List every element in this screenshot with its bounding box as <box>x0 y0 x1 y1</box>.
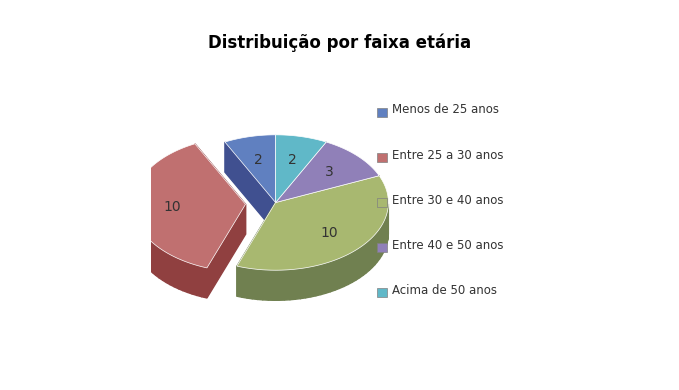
Polygon shape <box>359 245 363 278</box>
Polygon shape <box>276 142 379 202</box>
Polygon shape <box>274 270 279 300</box>
Polygon shape <box>276 176 379 232</box>
Polygon shape <box>300 268 306 299</box>
Bar <box>377 108 386 117</box>
Polygon shape <box>363 243 366 275</box>
Polygon shape <box>155 245 159 278</box>
Polygon shape <box>372 235 375 268</box>
Polygon shape <box>225 135 276 202</box>
Polygon shape <box>382 223 383 256</box>
Polygon shape <box>187 262 192 294</box>
Polygon shape <box>279 270 285 300</box>
Polygon shape <box>387 210 388 244</box>
Text: Entre 25 a 30 anos: Entre 25 a 30 anos <box>392 149 504 161</box>
Polygon shape <box>268 270 274 300</box>
Polygon shape <box>175 257 179 289</box>
Polygon shape <box>366 240 369 273</box>
Polygon shape <box>134 216 136 250</box>
Text: Distribuição por faixa etária: Distribuição por faixa etária <box>208 33 471 52</box>
Text: Menos de 25 anos: Menos de 25 anos <box>392 103 499 116</box>
Polygon shape <box>263 270 268 300</box>
Polygon shape <box>225 142 276 232</box>
Bar <box>377 243 386 252</box>
Text: 10: 10 <box>320 226 337 240</box>
Polygon shape <box>139 225 140 259</box>
Polygon shape <box>276 176 379 232</box>
Polygon shape <box>383 220 385 253</box>
Polygon shape <box>132 144 246 268</box>
Polygon shape <box>380 226 382 259</box>
Text: 3: 3 <box>325 165 333 179</box>
Polygon shape <box>316 264 320 296</box>
Polygon shape <box>147 237 150 270</box>
Text: 2: 2 <box>288 153 297 167</box>
Polygon shape <box>276 142 326 232</box>
Polygon shape <box>340 257 344 289</box>
Polygon shape <box>310 266 316 297</box>
Bar <box>377 198 386 207</box>
Polygon shape <box>375 232 378 265</box>
Polygon shape <box>352 250 356 282</box>
Polygon shape <box>195 144 246 234</box>
Text: 10: 10 <box>164 200 181 214</box>
Text: Entre 30 e 40 anos: Entre 30 e 40 anos <box>392 194 504 207</box>
Bar <box>377 153 386 162</box>
Polygon shape <box>295 269 300 299</box>
Polygon shape <box>344 255 348 287</box>
Polygon shape <box>325 262 330 293</box>
Text: 2: 2 <box>254 153 263 167</box>
Polygon shape <box>320 263 325 295</box>
Polygon shape <box>369 238 372 270</box>
Polygon shape <box>137 222 139 255</box>
Polygon shape <box>183 261 187 292</box>
Polygon shape <box>356 248 359 280</box>
Polygon shape <box>242 267 247 298</box>
Polygon shape <box>247 268 253 299</box>
Polygon shape <box>348 252 352 285</box>
Polygon shape <box>276 135 326 202</box>
Polygon shape <box>378 229 380 262</box>
Polygon shape <box>136 219 137 253</box>
Polygon shape <box>170 255 175 287</box>
Polygon shape <box>192 264 197 296</box>
Polygon shape <box>202 267 207 298</box>
Polygon shape <box>197 266 202 297</box>
Polygon shape <box>258 269 263 300</box>
Polygon shape <box>179 259 183 291</box>
Polygon shape <box>150 240 153 273</box>
Polygon shape <box>159 248 163 280</box>
Polygon shape <box>153 243 155 275</box>
Polygon shape <box>163 250 166 283</box>
Polygon shape <box>140 229 142 262</box>
Polygon shape <box>145 234 147 268</box>
Polygon shape <box>253 269 258 300</box>
Polygon shape <box>237 202 276 296</box>
Polygon shape <box>276 142 326 232</box>
Polygon shape <box>306 267 310 298</box>
Polygon shape <box>290 269 295 300</box>
Polygon shape <box>207 204 246 298</box>
Polygon shape <box>237 266 242 297</box>
Polygon shape <box>237 176 388 270</box>
Polygon shape <box>330 260 335 292</box>
Text: Acima de 50 anos: Acima de 50 anos <box>392 284 497 297</box>
Polygon shape <box>142 232 145 264</box>
Polygon shape <box>335 258 340 290</box>
Bar <box>377 288 386 298</box>
Polygon shape <box>386 213 387 247</box>
Polygon shape <box>285 270 290 300</box>
Polygon shape <box>385 217 386 250</box>
Polygon shape <box>166 253 170 285</box>
Text: Entre 40 e 50 anos: Entre 40 e 50 anos <box>392 239 504 252</box>
